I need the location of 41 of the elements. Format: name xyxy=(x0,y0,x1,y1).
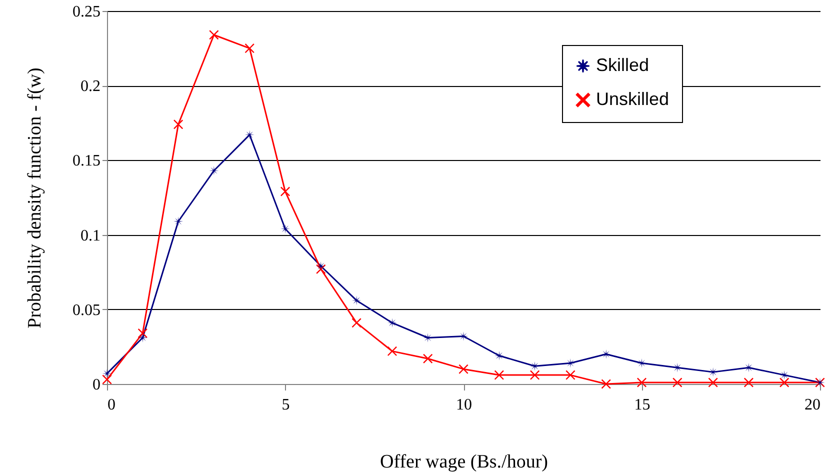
x-tick-label: 5 xyxy=(282,396,290,414)
x-tick-label: 20 xyxy=(804,396,820,414)
point xyxy=(637,358,646,368)
point xyxy=(637,378,646,388)
point xyxy=(780,378,790,388)
point xyxy=(494,350,504,360)
y-axis-title: Probability density function - f(w) xyxy=(24,68,46,328)
point xyxy=(138,333,148,342)
point xyxy=(316,261,326,271)
y-tick-label: 0.05 xyxy=(72,302,100,319)
point xyxy=(494,370,504,380)
point xyxy=(387,346,397,356)
point xyxy=(423,354,433,364)
point xyxy=(601,349,611,359)
point xyxy=(174,120,184,130)
point xyxy=(530,370,540,380)
point xyxy=(209,30,219,40)
point xyxy=(387,318,397,328)
point xyxy=(458,332,468,341)
point xyxy=(352,318,362,328)
y-tick-label: 0.25 xyxy=(72,4,100,20)
point xyxy=(174,216,184,226)
x-tick-label: 0 xyxy=(108,396,116,414)
point xyxy=(244,44,254,54)
x-tick-label: 10 xyxy=(456,396,472,414)
point xyxy=(744,378,754,388)
x-axis-title: Offer wage (Bs./hour) xyxy=(380,452,548,472)
point xyxy=(780,370,790,380)
point xyxy=(280,186,290,196)
legend-label: Unskilled xyxy=(596,89,670,109)
y-tick-label: 0.15 xyxy=(72,152,100,170)
y-tick-label: 0.1 xyxy=(80,227,100,244)
point xyxy=(209,166,219,176)
point xyxy=(316,264,326,274)
x-tick-label: 15 xyxy=(634,396,650,414)
legend-label: Skilled xyxy=(596,55,650,75)
y-tick-label: 0 xyxy=(92,376,100,394)
point xyxy=(244,130,254,140)
point xyxy=(566,358,576,368)
point xyxy=(280,224,290,234)
y-tick-label: 0.2 xyxy=(80,78,100,96)
